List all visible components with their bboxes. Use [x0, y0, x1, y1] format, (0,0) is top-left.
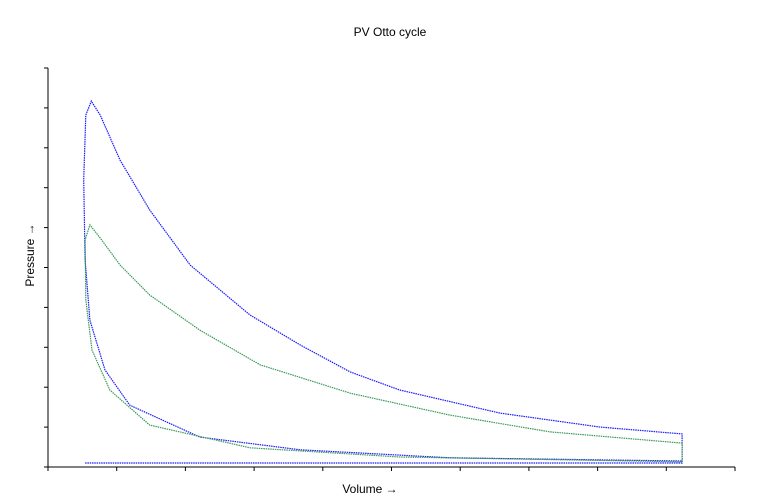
cycle-line — [84, 223, 683, 463]
x-axis-label: Volume → — [342, 482, 397, 496]
y-axis-label: Pressure → — [23, 223, 37, 286]
cycle-line — [83, 99, 683, 464]
chart-title: PV Otto cycle — [354, 25, 427, 39]
